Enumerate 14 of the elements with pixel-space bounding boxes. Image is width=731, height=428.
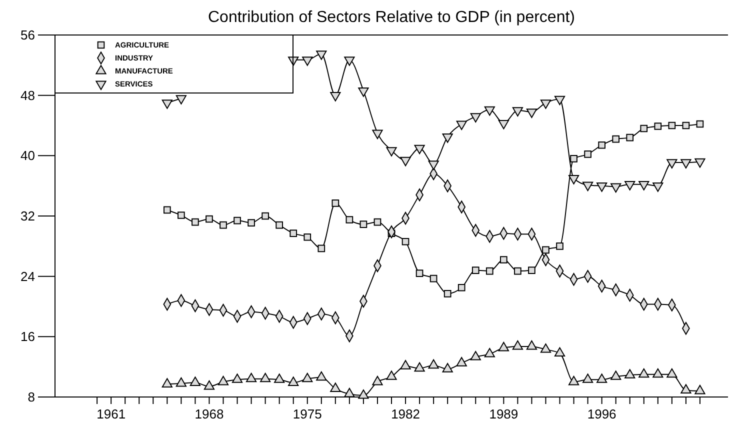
y-tick-label: 40 <box>20 148 35 164</box>
x-tick-label: 1961 <box>96 406 126 422</box>
x-tick-label: 1975 <box>292 406 322 422</box>
y-tick-label: 56 <box>20 28 35 43</box>
y-tick-label: 48 <box>20 88 35 103</box>
chart-title: Contribution of Sectors Relative to GDP (in percent) <box>208 9 575 26</box>
x-tick-label: 1996 <box>587 406 616 422</box>
x-tick-label: 1968 <box>194 406 224 422</box>
x-tick-label: 1989 <box>489 406 518 422</box>
y-tick-label: 8 <box>28 390 35 405</box>
x-tick-label: 1982 <box>391 406 420 422</box>
y-tick-label: 32 <box>20 208 35 224</box>
y-tick-label: 24 <box>20 268 35 284</box>
y-tick-label: 16 <box>20 329 35 344</box>
